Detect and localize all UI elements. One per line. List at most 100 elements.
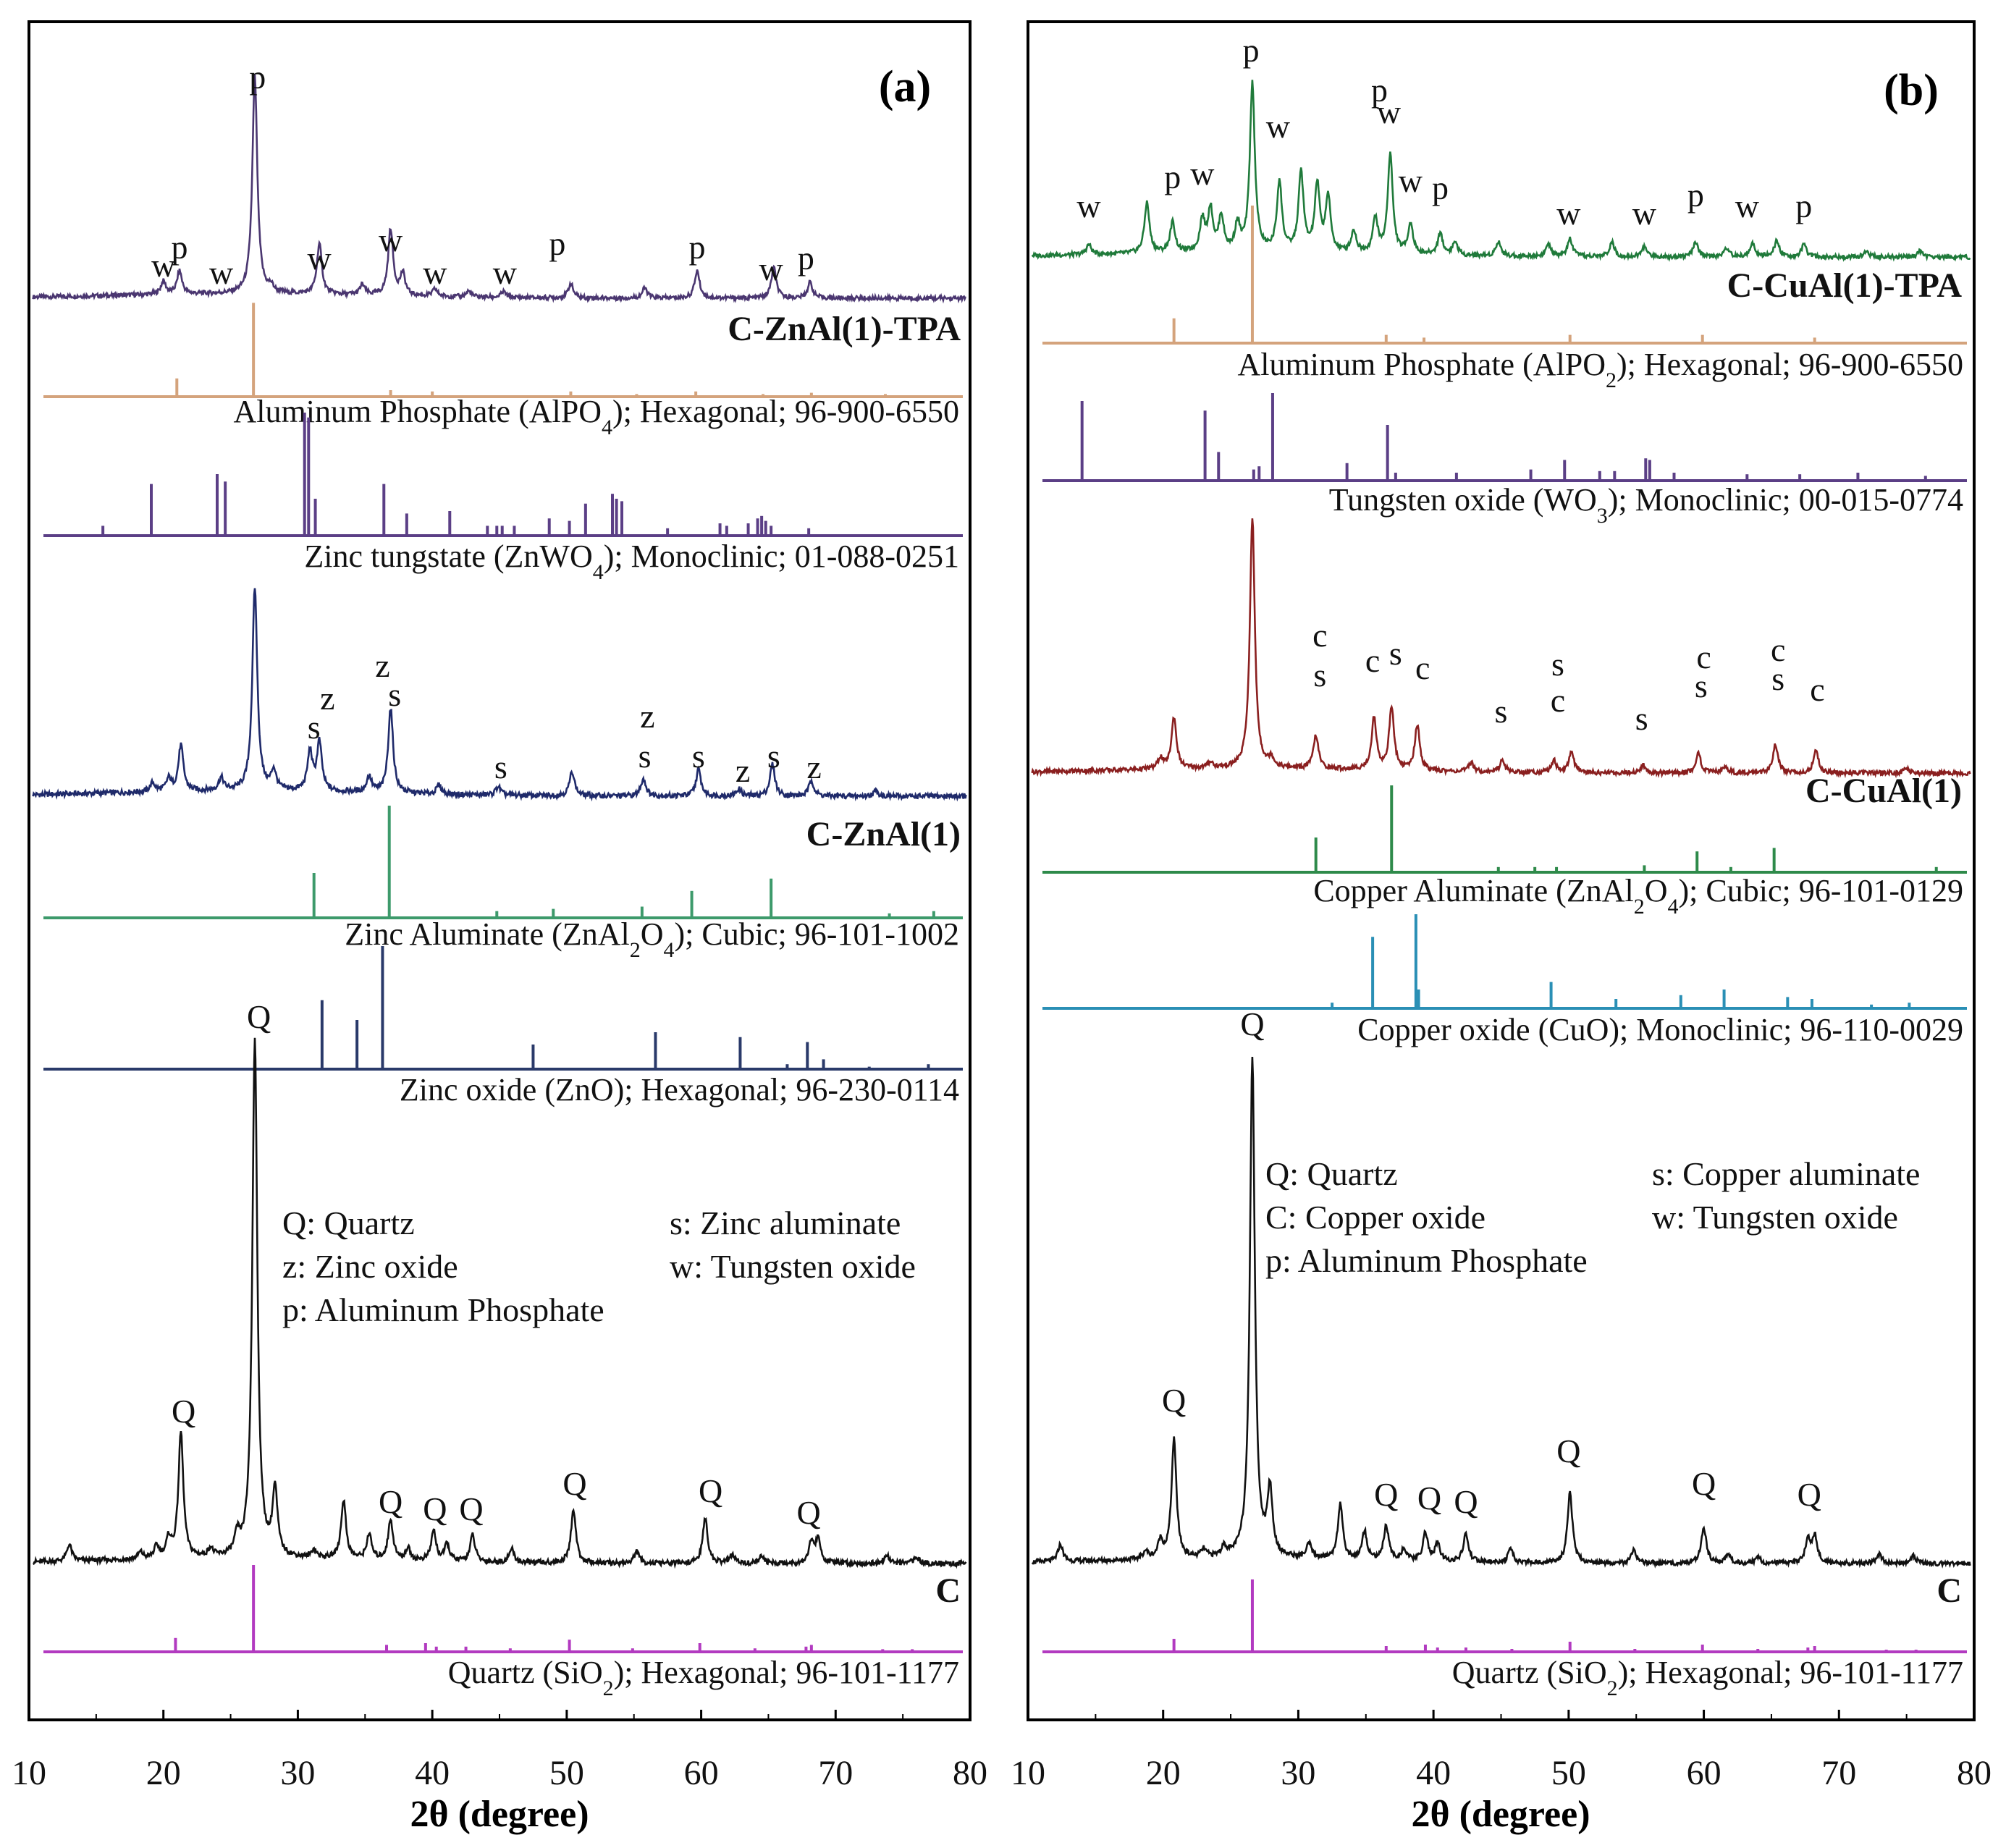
- peak-label-Q: Q: [1240, 1005, 1264, 1042]
- x-tick-label: 70: [818, 1754, 853, 1792]
- reference-b-5: Quartz (SiO2); Hexagonal; 96-101-1177: [1042, 1579, 1967, 1700]
- panel-a-label: (a): [879, 62, 931, 111]
- peak-label-z: z: [320, 680, 334, 717]
- peak-label-p: p: [798, 240, 814, 277]
- peak-label-s: s: [639, 738, 652, 775]
- peak-label-Q: Q: [562, 1465, 586, 1502]
- trace-name: C: [935, 1571, 961, 1610]
- peak-label-s: s: [388, 676, 401, 713]
- peak-label-Q: Q: [423, 1490, 447, 1527]
- peak-label-w: w: [493, 254, 518, 291]
- peak-label-p: p: [1164, 159, 1181, 195]
- peak-label-w: w: [1266, 108, 1291, 145]
- peak-label-c: c: [1810, 671, 1824, 708]
- panel-b-label: (b): [1884, 66, 1939, 115]
- peak-label-c: c: [1415, 649, 1430, 686]
- panel-b-x-axis: 10 20 30 40 50 60 70 80: [1011, 1710, 1992, 1792]
- peak-label-s: s: [1551, 646, 1564, 683]
- peak-label-Q: Q: [1454, 1483, 1478, 1520]
- peak-label-c: c: [1771, 631, 1785, 668]
- x-tick-label: 40: [1416, 1754, 1451, 1792]
- diffraction-pattern: [32, 588, 967, 802]
- diffraction-pattern: [1031, 518, 1971, 779]
- trace-name: C-ZnAl(1): [806, 815, 961, 853]
- peak-label-w: w: [151, 247, 176, 284]
- reference-caption: Zinc tungstate (ZnWO4); Monoclinic; 01-0…: [304, 539, 959, 584]
- reference-caption: Aluminum Phosphate (AlPO2); Hexagonal; 9…: [1238, 347, 1963, 392]
- peak-label-w: w: [1632, 195, 1657, 232]
- peak-label-p: p: [549, 225, 565, 262]
- trace-name: C-CuAl(1): [1805, 772, 1962, 810]
- reference-b-1: Aluminum Phosphate (AlPO2); Hexagonal; 9…: [1042, 206, 1967, 392]
- panel-b-x-label: 2θ (degree): [1411, 1794, 1590, 1835]
- peak-label-w: w: [759, 250, 784, 287]
- peak-label-s: s: [308, 709, 321, 746]
- peak-label-s: s: [1495, 693, 1508, 730]
- peak-label-w: w: [1735, 187, 1760, 224]
- x-tick-label: 30: [1281, 1754, 1315, 1792]
- trace-name: C-ZnAl(1)-TPA: [728, 310, 961, 348]
- peak-label-c: c: [1696, 638, 1711, 675]
- legend-entry: p: Aluminum Phosphate: [282, 1291, 604, 1328]
- x-tick-label: 60: [684, 1754, 719, 1792]
- peak-label-w: w: [1190, 155, 1215, 192]
- panel-a-references: Aluminum Phosphate (AlPO4); Hexagonal; 9…: [43, 303, 963, 1700]
- panel-a-x-axis: 10 20 30 40 50 60 70 80: [12, 1710, 987, 1792]
- legend-entry: w: Tungsten oxide: [670, 1248, 916, 1285]
- reference-a-1: Aluminum Phosphate (AlPO4); Hexagonal; 9…: [43, 303, 963, 439]
- peak-label-z: z: [806, 748, 821, 785]
- peak-label-w: w: [209, 254, 234, 291]
- reference-caption: Zinc oxide (ZnO); Hexagonal; 96-230-0114: [400, 1072, 959, 1107]
- peak-label-s: s: [692, 738, 705, 775]
- reference-b-4: Copper oxide (CuO); Monoclinic; 96-110-0…: [1042, 914, 1967, 1047]
- legend-entry: p: Aluminum Phosphate: [1265, 1242, 1588, 1279]
- x-tick-label: 60: [1687, 1754, 1721, 1792]
- peak-label-w: w: [308, 240, 332, 277]
- diffraction-pattern: [32, 75, 966, 304]
- peak-label-Q: Q: [1692, 1465, 1716, 1502]
- peak-label-Q: Q: [1374, 1476, 1398, 1513]
- reference-caption: Copper oxide (CuO); Monoclinic; 96-110-0…: [1357, 1012, 1963, 1047]
- legend-entry: w: Tungsten oxide: [1652, 1199, 1898, 1236]
- peak-label-p: p: [1687, 177, 1704, 214]
- peak-label-Q: Q: [1798, 1476, 1821, 1513]
- panel-b: (b) Aluminum Phosphate (AlPO2); Hexagona…: [1011, 20, 1992, 1835]
- x-tick-label: 80: [953, 1754, 987, 1792]
- reference-a-5: Quartz (SiO2); Hexagonal; 96-101-1177: [43, 1565, 963, 1700]
- peak-label-c: c: [1365, 642, 1380, 679]
- peak-label-c: c: [1551, 682, 1565, 719]
- legend-entry: z: Zinc oxide: [282, 1248, 458, 1285]
- peak-label-s: s: [1695, 667, 1708, 704]
- panel-a-x-label: 2θ (degree): [410, 1794, 589, 1835]
- panel-a: (a) Aluminum Phosphate (AlPO4); Hexagona…: [12, 20, 987, 1835]
- peak-label-w: w: [1556, 195, 1581, 232]
- x-tick-label: 20: [1146, 1754, 1181, 1792]
- diffraction-pattern: [1031, 1056, 1971, 1569]
- peak-label-Q: Q: [1162, 1382, 1186, 1419]
- peak-label-p: p: [172, 229, 188, 266]
- x-tick-label: 70: [1821, 1754, 1856, 1792]
- peak-label-p: p: [689, 229, 706, 266]
- legend-entry: s: Copper aluminate: [1652, 1155, 1920, 1192]
- diffraction-pattern: [1031, 80, 1971, 262]
- x-tick-label: 50: [549, 1754, 584, 1792]
- peak-label-p: p: [1371, 72, 1388, 109]
- reference-a-4: Zinc oxide (ZnO); Hexagonal; 96-230-0114: [43, 946, 963, 1107]
- peak-label-p: p: [1243, 32, 1260, 69]
- peak-label-Q: Q: [379, 1483, 403, 1520]
- reference-caption: Copper Aluminate (ZnAl2O4); Cubic; 96-10…: [1313, 873, 1963, 919]
- reference-a-2: Zinc tungstate (ZnWO4); Monoclinic; 01-0…: [43, 413, 963, 584]
- legend-entry: Q: Quartz: [1265, 1155, 1398, 1192]
- peak-label-s: s: [767, 738, 780, 775]
- peak-label-z: z: [375, 647, 389, 684]
- panel-a-legend: Q: Quartz s: Zinc aluminate z: Zinc oxide w…: [282, 1204, 916, 1328]
- legend-entry: Q: Quartz: [282, 1204, 415, 1241]
